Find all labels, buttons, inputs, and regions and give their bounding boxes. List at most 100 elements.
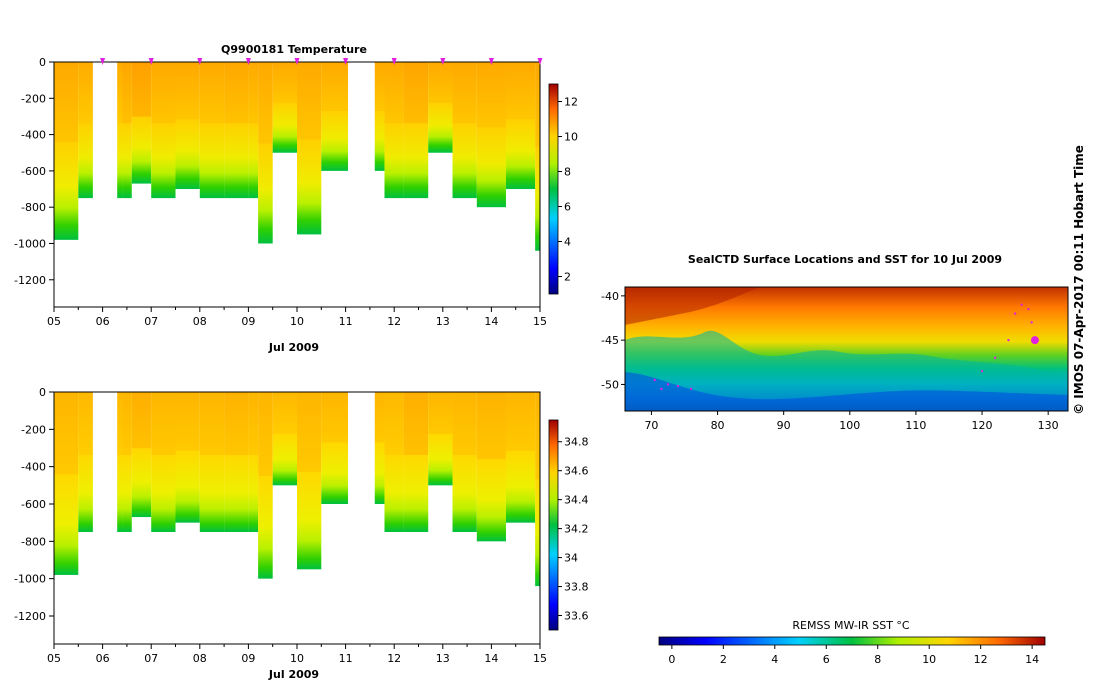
top-profile-4 (151, 62, 176, 199)
track-point-1 (660, 387, 663, 391)
bot-profile-3 (131, 392, 152, 518)
sst-cold-water (625, 372, 1068, 411)
temperature-colorbar-label-1: 4 (564, 236, 571, 249)
bot-profile-16 (452, 392, 477, 532)
top-x-tick-label-10: 15 (533, 315, 547, 328)
map-lon-label-2: 90 (777, 419, 791, 432)
salinity-panel: 0 -200 -400 -600 -800 -1000 -1200 05 06 07 08 09 10… (14, 386, 588, 681)
top-x-tick-label-0: 05 (47, 315, 61, 328)
surface-marker-5 (343, 58, 349, 65)
bot-profile-warm-13 (384, 392, 404, 455)
track-point-2 (666, 383, 670, 386)
bot-profile-13 (384, 392, 404, 532)
top-profile-warm-7 (224, 62, 249, 124)
track-point-4 (689, 387, 693, 391)
top-profile-warm-19 (535, 62, 540, 147)
temperature-colorbar-label-2: 6 (564, 201, 571, 214)
top-profile-19 (535, 62, 540, 251)
bot-profile-18 (505, 392, 536, 523)
temperature-colorbar-label-3: 8 (564, 166, 571, 179)
track-point-6 (994, 356, 997, 360)
temperature-colorbar-label-5: 12 (564, 96, 578, 109)
bot-data-gap-0 (92, 392, 118, 644)
map-latitude-axis: -40 -45 -50 (601, 290, 625, 391)
bot-profile-warm-9 (258, 392, 273, 476)
bot-profile-warm-15 (428, 392, 453, 434)
top-profile-15 (428, 62, 453, 153)
top-profile-14 (403, 62, 429, 199)
sst-colorbar-label-3: 6 (823, 653, 830, 666)
temperature-x-axis-title: Jul 2009 (268, 341, 319, 354)
track-point-3 (676, 385, 680, 388)
bot-x-tick-label-0: 05 (47, 652, 61, 665)
sst-field (625, 287, 1068, 411)
sst-colorbar-ticks: 0 2 4 6 8 10 12 14 (668, 645, 1039, 666)
top-y-tick-label-4: -800 (21, 201, 46, 214)
bot-profile-9 (258, 392, 273, 579)
surface-marker-3 (245, 58, 251, 65)
surface-marker-6 (391, 58, 397, 65)
bot-x-tick-label-6: 11 (339, 652, 353, 665)
salinity-colorbar-label-0: 33.6 (564, 610, 589, 623)
bot-profile-14 (403, 392, 429, 532)
temperature-panel: Q9900181 Temperature 0 -200 -400 -600 -800 -1… (14, 43, 578, 354)
map-frame (624, 286, 1069, 412)
bot-profile-warm-17 (476, 392, 506, 460)
top-profile-warm-18 (505, 62, 536, 120)
bot-profile-11 (297, 392, 322, 570)
bot-x-tick-label-10: 15 (533, 652, 547, 665)
surface-marker-9 (537, 58, 543, 65)
bot-x-tick-label-4: 09 (241, 652, 255, 665)
sst-colorbar-label-1: 2 (720, 653, 727, 666)
track-point-7 (1007, 338, 1010, 342)
top-profile-warm-9 (258, 62, 273, 144)
surface-marker-2 (197, 58, 203, 65)
bot-x-tick-label-5: 10 (290, 652, 304, 665)
bot-profile-warm-7 (224, 392, 249, 455)
top-profile-warm-14 (403, 62, 429, 124)
top-profile-warm-2 (122, 62, 132, 124)
map-lat-label-1: -45 (601, 334, 619, 347)
top-profile-warm-10 (272, 62, 297, 103)
map-lon-label-4: 110 (905, 419, 926, 432)
bot-profile-0 (54, 392, 79, 575)
bot-profile-warm-3 (131, 392, 152, 449)
temperature-colorbar-label-4: 10 (564, 131, 578, 144)
surface-marker-0 (100, 58, 106, 65)
map-lon-label-5: 120 (972, 419, 993, 432)
salinity-x-axis-title: Jul 2009 (268, 668, 319, 681)
top-x-tick-label-8: 13 (436, 315, 450, 328)
top-x-tick-label-4: 09 (241, 315, 255, 328)
map-lon-label-3: 100 (839, 419, 860, 432)
track-point-11 (1030, 321, 1033, 324)
top-profile-warm-5 (175, 62, 200, 120)
bot-profile-8 (248, 392, 259, 532)
top-x-tick-label-7: 12 (387, 315, 401, 328)
surface-marker-1 (148, 58, 154, 65)
imos-timestamp: © IMOS 07-Apr-2017 00:11 Hobart Time (1072, 145, 1086, 415)
bot-profile-warm-11 (297, 392, 322, 472)
top-profile-warm-0 (54, 62, 79, 143)
top-y-tick-label-0: 0 (39, 56, 46, 69)
bot-x-tick-label-9: 14 (484, 652, 498, 665)
temperature-colorbar (548, 83, 559, 295)
top-y-tick-label-1: -200 (21, 92, 46, 105)
sst-map-panel: SealCTD Surface Locations and SST for 10… (601, 253, 1069, 666)
bot-profile-warm-6 (199, 392, 225, 455)
top-x-tick-label-3: 08 (193, 315, 207, 328)
map-lon-label-1: 80 (711, 419, 725, 432)
top-profile-0 (54, 62, 79, 240)
top-profile-warm-11 (297, 62, 322, 140)
surface-markers (100, 58, 543, 65)
top-profile-11 (297, 62, 322, 235)
temperature-title: Q9900181 Temperature (221, 43, 367, 56)
bot-y-tick-label-5: -1000 (14, 573, 46, 586)
sst-colorbar-title: REMSS MW-IR SST °C (792, 619, 910, 632)
bot-y-tick-label-2: -400 (21, 461, 46, 474)
bot-profile-warm-8 (248, 392, 259, 455)
bot-profile-warm-4 (151, 392, 176, 455)
sst-colorbar-label-6: 12 (974, 653, 988, 666)
bot-y-tick-label-4: -800 (21, 535, 46, 548)
track-point-0 (653, 378, 656, 382)
